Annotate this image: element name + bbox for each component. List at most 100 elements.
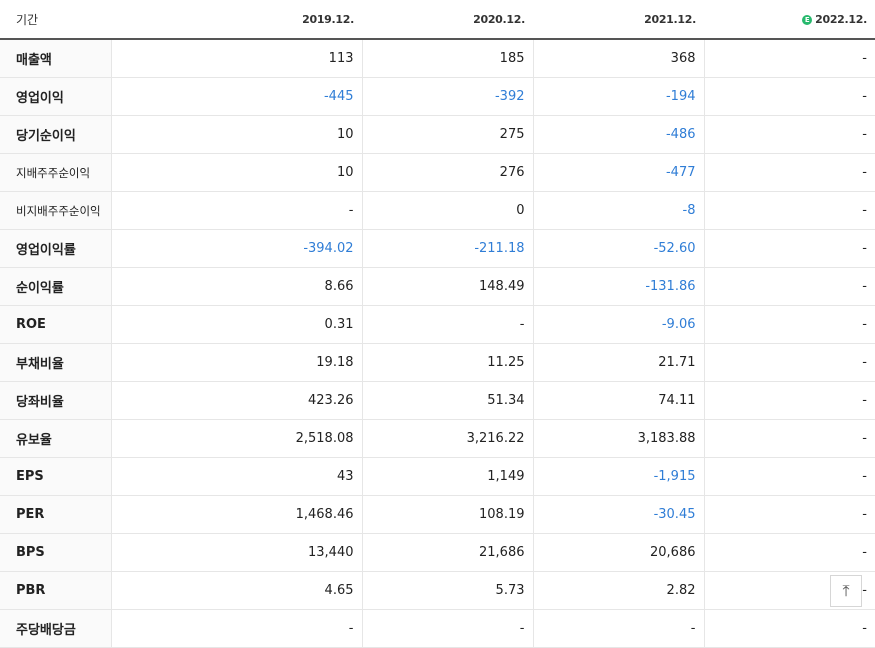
table-cell: - xyxy=(703,39,875,78)
table-cell: 0 xyxy=(361,191,533,230)
table-cell: - xyxy=(703,381,875,420)
table-cell: - xyxy=(361,305,533,344)
year-header-label: 2022.12. xyxy=(815,12,867,26)
table-cell: 0.31 xyxy=(110,305,362,344)
table-cell: -9.06 xyxy=(532,305,704,344)
row-label: 지배주주순이익 xyxy=(0,153,111,192)
table-cell: - xyxy=(703,115,875,154)
table-cell: - xyxy=(703,305,875,344)
table-cell: - xyxy=(361,609,533,648)
year-header: 2020.12. xyxy=(362,0,533,40)
row-label: EPS xyxy=(0,457,111,496)
arrow-up-to-top-icon: ⤒ xyxy=(842,581,850,600)
table-cell: 2,518.08 xyxy=(110,419,362,458)
row-label: BPS xyxy=(0,533,111,572)
table-row: 영업이익률 -394.02 -211.18 -52.60- xyxy=(0,229,875,268)
table-cell: 1,149 xyxy=(361,457,533,496)
year-header: 2021.12. xyxy=(533,0,704,40)
table-cell: -394.02 xyxy=(110,229,362,268)
row-label: 영업이익 xyxy=(0,77,111,116)
table-row: PBR 4.65 5.73 2.82- xyxy=(0,571,875,610)
row-label: 유보율 xyxy=(0,419,111,458)
table-cell: - xyxy=(532,609,704,648)
table-row: 주당배당금 - - - - xyxy=(0,609,875,648)
row-label: 매출액 xyxy=(0,39,111,78)
table-row: 부채비율 19.18 11.25 21.71- xyxy=(0,343,875,382)
table-cell: - xyxy=(703,77,875,116)
period-header: 기간 xyxy=(0,0,111,40)
row-label: ROE xyxy=(0,305,111,344)
year-header: 2019.12. xyxy=(111,0,362,40)
table-cell: -131.86 xyxy=(532,267,704,306)
table-cell: -486 xyxy=(532,115,704,154)
row-label: PBR xyxy=(0,571,111,610)
row-label: 당좌비율 xyxy=(0,381,111,420)
table-row: 비지배주주순이익 -0 -8- xyxy=(0,191,875,230)
row-label: PER xyxy=(0,495,111,534)
table-cell: 21.71 xyxy=(532,343,704,382)
year-header-estimate: E 2022.12. xyxy=(704,0,875,40)
table-cell: 1,468.46 xyxy=(110,495,362,534)
table-cell: 2.82 xyxy=(532,571,704,610)
table-cell: 423.26 xyxy=(110,381,362,420)
table-cell: -1,915 xyxy=(532,457,704,496)
table-cell: - xyxy=(110,609,362,648)
table-cell: 4.65 xyxy=(110,571,362,610)
table-cell: -211.18 xyxy=(361,229,533,268)
table-cell: -52.60 xyxy=(532,229,704,268)
table-cell: 10 xyxy=(110,115,362,154)
table-cell: 113 xyxy=(110,39,362,78)
table-cell: -477 xyxy=(532,153,704,192)
estimate-icon: E xyxy=(802,14,813,25)
table-row: EPS 43 1,149 -1,915- xyxy=(0,457,875,496)
table-cell: 368 xyxy=(532,39,704,78)
table-row: 영업이익 -445 -392 -194- xyxy=(0,77,875,116)
table-cell: 185 xyxy=(361,39,533,78)
table-cell: 275 xyxy=(361,115,533,154)
table-row: 당좌비율 423.26 51.34 74.11- xyxy=(0,381,875,420)
header-row: 기간 2019.12. 2020.12. 2021.12. E 2022.12. xyxy=(0,0,875,40)
table-row: 지배주주순이익 10 276 -477- xyxy=(0,153,875,192)
table-cell: 5.73 xyxy=(361,571,533,610)
table-cell: 20,686 xyxy=(532,533,704,572)
table-cell: - xyxy=(110,191,362,230)
table-cell: 8.66 xyxy=(110,267,362,306)
table-row: ROE 0.31- -9.06- xyxy=(0,305,875,344)
table-row: 유보율 2,518.08 3,216.22 3,183.88- xyxy=(0,419,875,458)
table-row: PER 1,468.46 108.19 -30.45- xyxy=(0,495,875,534)
table-cell: 51.34 xyxy=(361,381,533,420)
table-cell: 276 xyxy=(361,153,533,192)
table-row: 매출액 113 185 368- xyxy=(0,39,875,78)
table-cell: -30.45 xyxy=(532,495,704,534)
table-cell: 148.49 xyxy=(361,267,533,306)
scroll-to-top-button[interactable]: ⤒ xyxy=(830,575,862,607)
table-cell: - xyxy=(703,533,875,572)
table-cell: - xyxy=(703,343,875,382)
table-cell: 43 xyxy=(110,457,362,496)
table-cell: 11.25 xyxy=(361,343,533,382)
table-cell: 19.18 xyxy=(110,343,362,382)
row-label: 순이익률 xyxy=(0,267,111,306)
table-cell: -445 xyxy=(110,77,362,116)
table-cell: - xyxy=(703,457,875,496)
table-cell: 108.19 xyxy=(361,495,533,534)
table-cell: - xyxy=(703,267,875,306)
row-label: 영업이익률 xyxy=(0,229,111,268)
table-cell: 13,440 xyxy=(110,533,362,572)
table-cell: 10 xyxy=(110,153,362,192)
table-cell: - xyxy=(703,495,875,534)
table-cell: -8 xyxy=(532,191,704,230)
table-row: 당기순이익 10 275 -486- xyxy=(0,115,875,154)
row-label: 당기순이익 xyxy=(0,115,111,154)
table-cell: - xyxy=(703,153,875,192)
table-row: 순이익률 8.66 148.49 -131.86- xyxy=(0,267,875,306)
table-cell: -392 xyxy=(361,77,533,116)
table-cell: 3,183.88 xyxy=(532,419,704,458)
row-label: 주당배당금 xyxy=(0,609,111,648)
table-cell: - xyxy=(703,419,875,458)
table-cell: - xyxy=(703,229,875,268)
table-cell: 3,216.22 xyxy=(361,419,533,458)
table-row: BPS 13,440 21,686 20,686- xyxy=(0,533,875,572)
row-label: 부채비율 xyxy=(0,343,111,382)
